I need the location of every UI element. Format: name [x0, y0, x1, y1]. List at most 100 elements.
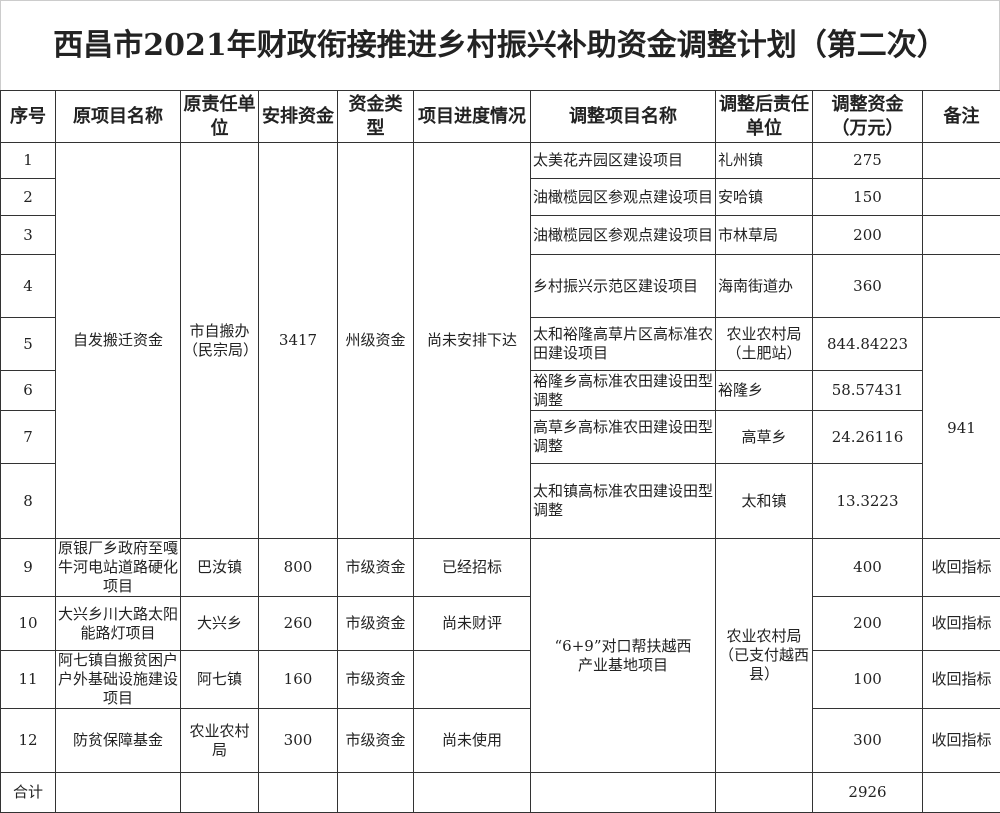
adjusted-amount: 58.57431 [813, 371, 923, 411]
adjusted-amount: 24.26116 [813, 411, 923, 464]
total-amount: 2926 [813, 773, 923, 813]
row-number: 12 [1, 709, 56, 773]
remark-cell [923, 179, 1000, 216]
empty-cell [923, 773, 1000, 813]
header-cell: 项目进度情况 [414, 91, 531, 143]
adjusted-amount: 150 [813, 179, 923, 216]
page-title: 西昌市2021年财政衔接推进乡村振兴补助资金调整计划（第二次） [0, 0, 1000, 90]
adjusted-unit: 农业农村局（土肥站） [716, 318, 813, 371]
row-number: 9 [1, 539, 56, 597]
allocated-funds: 160 [259, 651, 338, 709]
allocated-funds: 300 [259, 709, 338, 773]
header-cell: 原项目名称 [56, 91, 181, 143]
header-cell: 调整后责任单位 [716, 91, 813, 143]
allocated-funds: 800 [259, 539, 338, 597]
adjusted-unit: 高草乡 [716, 411, 813, 464]
row-number: 7 [1, 411, 56, 464]
adjusted-project-name: 裕隆乡高标准农田建设田型调整 [531, 371, 716, 411]
fund-type: 市级资金 [338, 539, 414, 597]
remark-cell [923, 255, 1000, 318]
remark-cell: 收回指标 [923, 709, 1000, 773]
header-cell: 调整项目名称 [531, 91, 716, 143]
adjusted-project-name: “6+9”对口帮扶越西产业基地项目 [531, 539, 716, 773]
adjusted-project-name: 乡村振兴示范区建设项目 [531, 255, 716, 318]
adjusted-unit: 裕隆乡 [716, 371, 813, 411]
progress-status: 尚未使用 [414, 709, 531, 773]
empty-cell [338, 773, 414, 813]
adjusted-unit: 太和镇 [716, 464, 813, 539]
remark-cell: 收回指标 [923, 539, 1000, 597]
original-unit: 巴汝镇 [181, 539, 259, 597]
adjusted-amount: 275 [813, 143, 923, 179]
original-project-name: 大兴乡川大路太阳能路灯项目 [56, 597, 181, 651]
empty-cell [181, 773, 259, 813]
row-number: 6 [1, 371, 56, 411]
row-number: 4 [1, 255, 56, 318]
row-number: 5 [1, 318, 56, 371]
adjusted-project-name: 太美花卉园区建设项目 [531, 143, 716, 179]
remark-cell: 收回指标 [923, 597, 1000, 651]
row-number: 1 [1, 143, 56, 179]
row-number: 8 [1, 464, 56, 539]
progress-status [414, 651, 531, 709]
adjusted-unit: 安哈镇 [716, 179, 813, 216]
progress-status: 尚未安排下达 [414, 143, 531, 539]
remark-cell [923, 143, 1000, 179]
header-cell: 调整资金（万元） [813, 91, 923, 143]
adjusted-amount: 200 [813, 216, 923, 255]
allocated-funds: 260 [259, 597, 338, 651]
table-row: 10 大兴乡川大路太阳能路灯项目 大兴乡 260 市级资金 尚未财评 200 收… [1, 597, 1000, 651]
adjusted-unit: 市林草局 [716, 216, 813, 255]
remark-cell [923, 216, 1000, 255]
adjusted-project-name: 太和裕隆高草片区高标准农田建设项目 [531, 318, 716, 371]
table-row: 9 原银厂乡政府至嘎牛河电站道路硬化项目 巴汝镇 800 市级资金 已经招标 “… [1, 539, 1000, 597]
remark-cell: 收回指标 [923, 651, 1000, 709]
adjusted-project-name: 油橄榄园区参观点建设项目 [531, 216, 716, 255]
adjusted-unit: 农业农村局（已支付越西县） [716, 539, 813, 773]
empty-cell [259, 773, 338, 813]
adjusted-amount: 300 [813, 709, 923, 773]
header-cell: 备注 [923, 91, 1000, 143]
original-project-name: 原银厂乡政府至嘎牛河电站道路硬化项目 [56, 539, 181, 597]
original-project-name: 自发搬迁资金 [56, 143, 181, 539]
table-row: 12 防贫保障基金 农业农村局 300 市级资金 尚未使用 300 收回指标 [1, 709, 1000, 773]
empty-cell [716, 773, 813, 813]
original-unit: 阿七镇 [181, 651, 259, 709]
original-project-name: 防贫保障基金 [56, 709, 181, 773]
fund-type: 市级资金 [338, 597, 414, 651]
header-cell: 序号 [1, 91, 56, 143]
original-unit: 市自搬办（民宗局） [181, 143, 259, 539]
adjusted-amount: 100 [813, 651, 923, 709]
row-number: 2 [1, 179, 56, 216]
fund-type: 市级资金 [338, 651, 414, 709]
original-unit: 农业农村局 [181, 709, 259, 773]
adjusted-amount: 13.3223 [813, 464, 923, 539]
fund-table: 序号 原项目名称 原责任单位 安排资金 资金类型 项目进度情况 调整项目名称 调… [0, 90, 1000, 813]
empty-cell [56, 773, 181, 813]
row-number: 11 [1, 651, 56, 709]
adjusted-unit: 礼州镇 [716, 143, 813, 179]
header-cell: 原责任单位 [181, 91, 259, 143]
remark-cell: 941 [923, 318, 1000, 539]
fund-type: 市级资金 [338, 709, 414, 773]
adjusted-amount: 400 [813, 539, 923, 597]
total-label: 合计 [1, 773, 56, 813]
adjusted-amount: 200 [813, 597, 923, 651]
header-cell: 资金类型 [338, 91, 414, 143]
header-cell: 安排资金 [259, 91, 338, 143]
total-row: 合计 2926 [1, 773, 1000, 813]
original-project-name: 阿七镇自搬贫困户户外基础设施建设项目 [56, 651, 181, 709]
adjusted-project-name: 太和镇高标准农田建设田型调整 [531, 464, 716, 539]
progress-status: 已经招标 [414, 539, 531, 597]
empty-cell [414, 773, 531, 813]
adjusted-unit: 海南街道办 [716, 255, 813, 318]
adjusted-amount: 844.84223 [813, 318, 923, 371]
row-number: 10 [1, 597, 56, 651]
header-row: 序号 原项目名称 原责任单位 安排资金 资金类型 项目进度情况 调整项目名称 调… [1, 91, 1000, 143]
adjusted-project-name: 油橄榄园区参观点建设项目 [531, 179, 716, 216]
allocated-funds: 3417 [259, 143, 338, 539]
table-row: 11 阿七镇自搬贫困户户外基础设施建设项目 阿七镇 160 市级资金 100 收… [1, 651, 1000, 709]
adjusted-project-name: 高草乡高标准农田建设田型调整 [531, 411, 716, 464]
fund-type: 州级资金 [338, 143, 414, 539]
row-number: 3 [1, 216, 56, 255]
